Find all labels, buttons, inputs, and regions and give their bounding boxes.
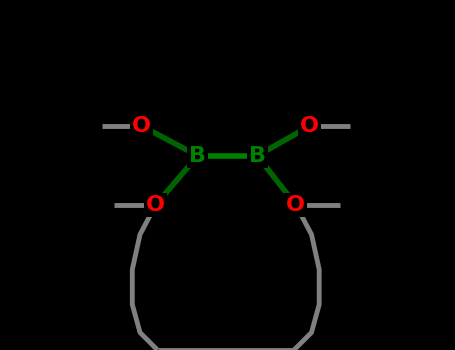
Text: B: B — [189, 146, 206, 166]
Text: O: O — [300, 116, 319, 136]
Text: O: O — [146, 195, 165, 215]
Text: O: O — [286, 195, 305, 215]
Text: O: O — [132, 116, 151, 136]
Text: B: B — [249, 146, 266, 166]
